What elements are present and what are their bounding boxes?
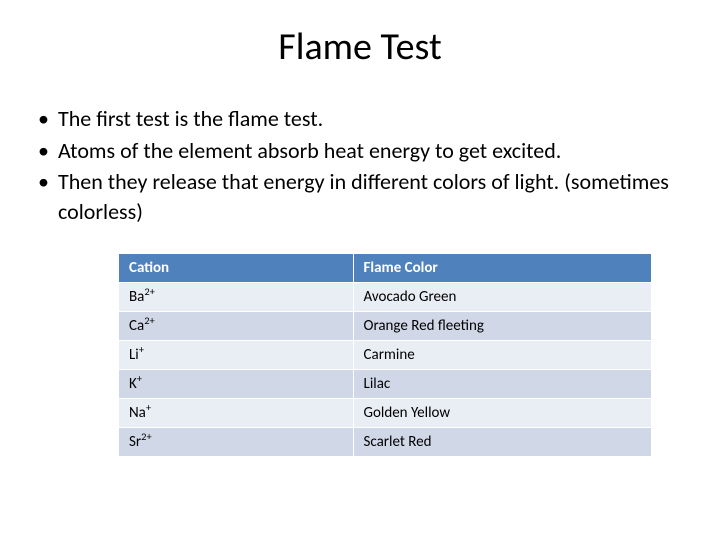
cation-base: Ba (129, 288, 144, 306)
cation-charge: + (137, 372, 142, 385)
bullet-list: The first test is the flame test. Atoms … (30, 104, 690, 227)
col-header-cation: Cation (119, 253, 354, 282)
cation-charge: 2+ (141, 430, 152, 443)
cation-charge: + (139, 343, 144, 356)
cation-base: Na (129, 404, 146, 422)
cell-flame-color: Avocado Green (353, 282, 651, 311)
cation-charge: + (146, 401, 151, 414)
cell-cation: Li+ (119, 340, 354, 369)
cell-cation: Ca2+ (119, 311, 354, 340)
cell-cation: Sr2+ (119, 427, 354, 456)
cell-cation: K+ (119, 369, 354, 398)
cell-flame-color: Orange Red fleeting (353, 311, 651, 340)
table-row: Ca2+ Orange Red fleeting (119, 311, 652, 340)
cation-base: Li (129, 346, 139, 364)
cell-cation: Ba2+ (119, 282, 354, 311)
cation-base: Ca (129, 317, 144, 335)
cell-flame-color: Golden Yellow (353, 398, 651, 427)
bullet-item: Then they release that energy in differe… (38, 167, 690, 226)
cation-charge: 2+ (144, 285, 155, 298)
cell-flame-color: Lilac (353, 369, 651, 398)
cation-charge: 2+ (144, 314, 155, 327)
table-container: Cation Flame Color Ba2+ Avocado Green Ca… (30, 253, 690, 457)
cell-cation: Na+ (119, 398, 354, 427)
cell-flame-color: Carmine (353, 340, 651, 369)
table-header-row: Cation Flame Color (119, 253, 652, 282)
table-row: Sr2+ Scarlet Red (119, 427, 652, 456)
cation-base: K (129, 375, 137, 393)
cell-flame-color: Scarlet Red (353, 427, 651, 456)
bullet-item: Atoms of the element absorb heat energy … (38, 136, 690, 166)
table-row: K+ Lilac (119, 369, 652, 398)
flame-color-table: Cation Flame Color Ba2+ Avocado Green Ca… (118, 253, 652, 457)
table-row: Na+ Golden Yellow (119, 398, 652, 427)
col-header-flame-color: Flame Color (353, 253, 651, 282)
slide: Flame Test The first test is the flame t… (0, 0, 720, 540)
bullet-item: The first test is the flame test. (38, 104, 690, 134)
cation-base: Sr (129, 433, 141, 451)
table-row: Ba2+ Avocado Green (119, 282, 652, 311)
page-title: Flame Test (30, 24, 690, 70)
table-row: Li+ Carmine (119, 340, 652, 369)
